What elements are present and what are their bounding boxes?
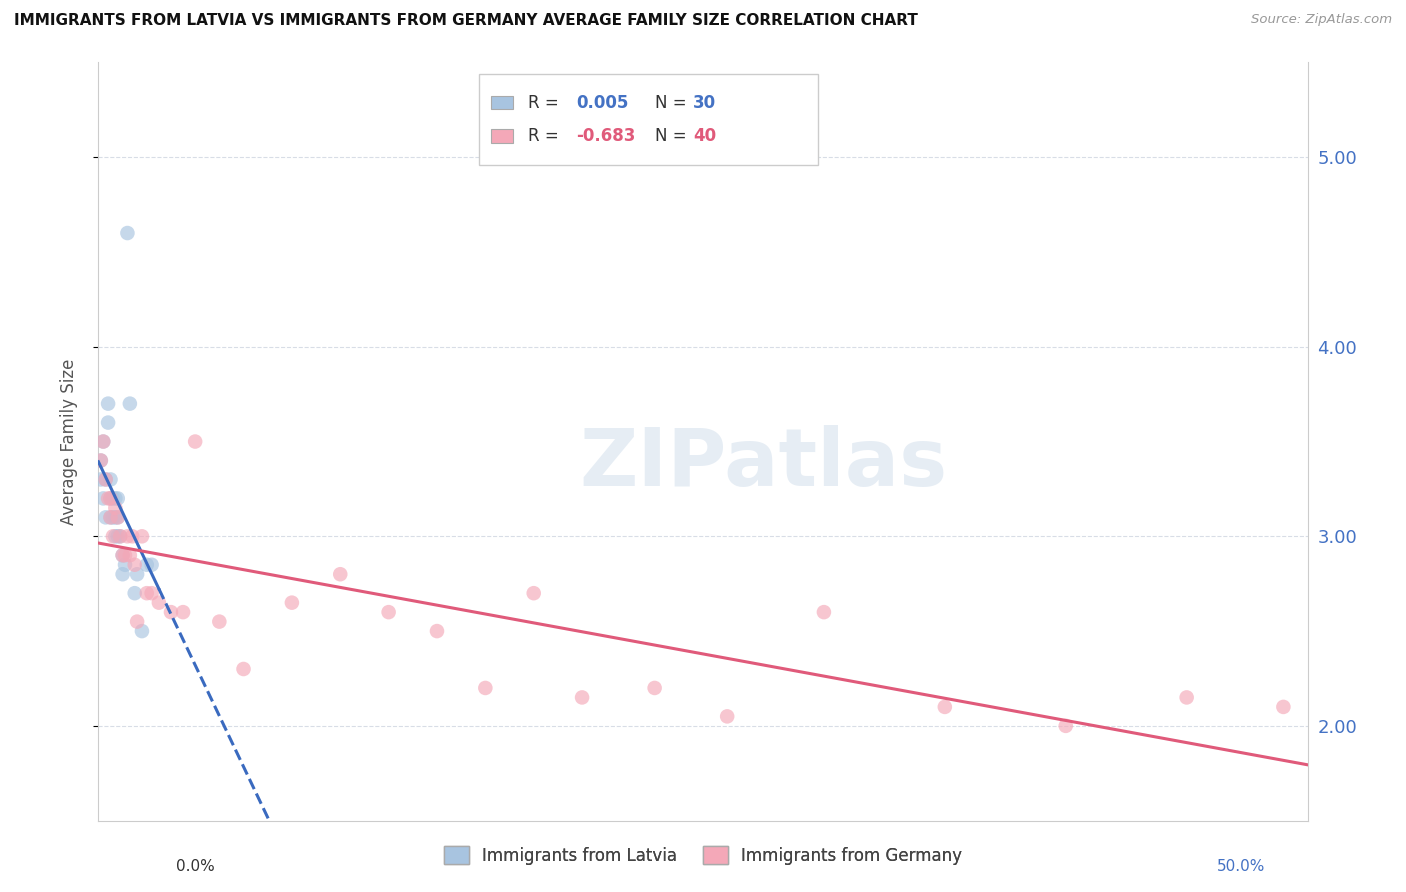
Point: [111, 567, 134, 582]
Point: [97, 416, 120, 430]
Point: [104, 510, 127, 524]
Point: [127, 615, 149, 629]
Point: [121, 529, 143, 543]
Point: [108, 529, 131, 543]
Point: [160, 605, 183, 619]
Point: [644, 681, 666, 695]
Point: [135, 586, 157, 600]
Point: [107, 529, 129, 543]
Text: R =: R =: [527, 127, 558, 145]
Point: [118, 548, 141, 563]
Point: [523, 586, 546, 600]
Point: [100, 510, 122, 524]
Text: 0.0%: 0.0%: [176, 859, 215, 874]
Point: [131, 529, 153, 543]
Y-axis label: Average Family Size: Average Family Size: [59, 359, 77, 524]
Point: [141, 586, 163, 600]
Point: [100, 473, 122, 487]
Point: [104, 529, 127, 543]
Point: [1175, 690, 1198, 705]
Point: [94, 473, 117, 487]
Point: [184, 434, 207, 449]
Point: [934, 699, 956, 714]
Text: N =: N =: [655, 94, 686, 112]
Point: [208, 615, 231, 629]
Point: [141, 558, 163, 572]
Text: 0.005: 0.005: [576, 94, 628, 112]
Point: [97, 396, 120, 410]
Point: [100, 510, 122, 524]
Point: [232, 662, 254, 676]
Point: [426, 624, 449, 639]
Text: Source: ZipAtlas.com: Source: ZipAtlas.com: [1251, 13, 1392, 27]
Text: R =: R =: [527, 94, 558, 112]
Point: [131, 624, 153, 639]
Point: [91, 434, 114, 449]
Point: [117, 226, 139, 240]
Point: [108, 529, 131, 543]
Point: [118, 396, 141, 410]
Point: [107, 510, 129, 524]
Legend: Immigrants from Latvia, Immigrants from Germany: Immigrants from Latvia, Immigrants from …: [436, 838, 970, 873]
Point: [91, 434, 114, 449]
Point: [114, 558, 136, 572]
Point: [281, 596, 304, 610]
Point: [124, 586, 146, 600]
FancyBboxPatch shape: [479, 74, 818, 165]
Point: [91, 491, 114, 506]
Point: [101, 510, 124, 524]
Point: [90, 473, 112, 487]
Point: [100, 491, 122, 506]
Point: [94, 510, 117, 524]
Text: IMMIGRANTS FROM LATVIA VS IMMIGRANTS FROM GERMANY AVERAGE FAMILY SIZE CORRELATIO: IMMIGRANTS FROM LATVIA VS IMMIGRANTS FRO…: [14, 13, 918, 29]
FancyBboxPatch shape: [492, 95, 513, 110]
Point: [474, 681, 496, 695]
Point: [104, 500, 127, 515]
Point: [135, 558, 157, 572]
Text: N =: N =: [655, 127, 686, 145]
Point: [124, 558, 146, 572]
Point: [107, 491, 129, 506]
Point: [101, 529, 124, 543]
Point: [716, 709, 738, 723]
Point: [329, 567, 352, 582]
Point: [148, 596, 170, 610]
Point: [100, 491, 122, 506]
Point: [111, 548, 134, 563]
Point: [571, 690, 593, 705]
Point: [377, 605, 399, 619]
Point: [1054, 719, 1077, 733]
FancyBboxPatch shape: [492, 129, 513, 143]
Point: [101, 491, 124, 506]
Point: [117, 529, 139, 543]
Point: [1272, 699, 1295, 714]
Point: [127, 567, 149, 582]
Point: [90, 453, 112, 467]
Point: [90, 453, 112, 467]
Point: [104, 491, 127, 506]
Text: 40: 40: [693, 127, 717, 145]
Point: [94, 473, 117, 487]
Text: 50.0%: 50.0%: [1218, 859, 1265, 874]
Point: [813, 605, 835, 619]
Text: ZIPatlas: ZIPatlas: [579, 425, 948, 503]
Point: [107, 510, 129, 524]
Text: 30: 30: [693, 94, 717, 112]
Point: [97, 491, 120, 506]
Point: [111, 548, 134, 563]
Text: -0.683: -0.683: [576, 127, 636, 145]
Point: [172, 605, 194, 619]
Point: [114, 548, 136, 563]
